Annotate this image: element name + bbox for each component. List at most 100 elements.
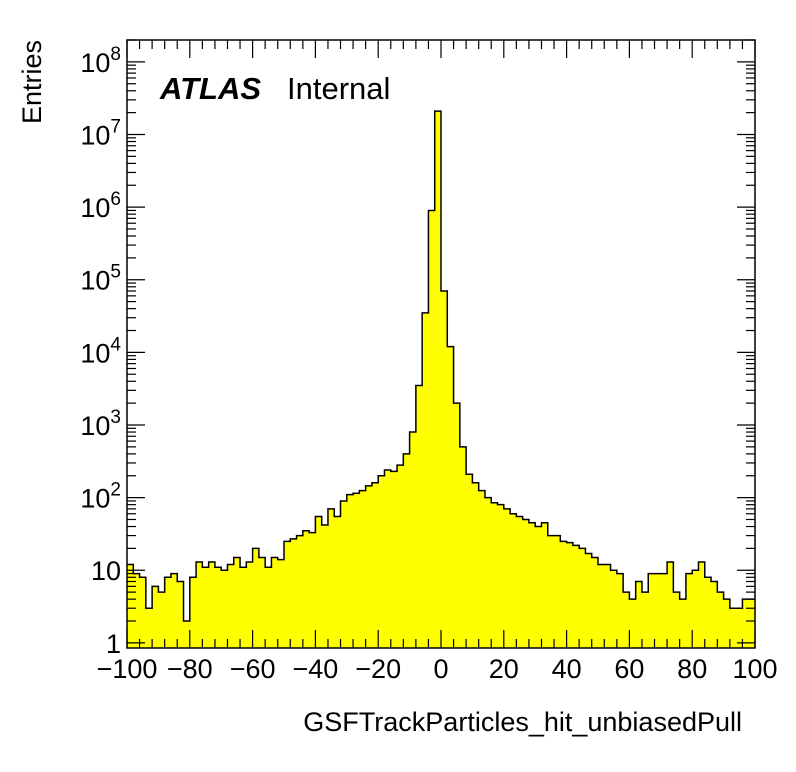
y-axis-title: Entries xyxy=(17,40,47,124)
histogram-bin xyxy=(353,493,360,648)
histogram-bin xyxy=(623,592,630,648)
histogram-bin xyxy=(434,111,442,648)
histogram-bin xyxy=(302,530,310,648)
histogram-bin xyxy=(189,577,197,648)
y-tick-label: 103 xyxy=(80,407,121,441)
x-tick-label: −80 xyxy=(167,654,213,684)
histogram-bin xyxy=(240,567,247,648)
histogram-bin xyxy=(641,592,649,648)
histogram-bin xyxy=(133,573,140,648)
y-tick-label: 105 xyxy=(80,262,121,296)
histogram-bin xyxy=(704,577,712,648)
histogram-bin xyxy=(208,561,216,648)
histogram-bin xyxy=(221,570,228,648)
histogram-bin xyxy=(516,516,524,648)
histogram-bin xyxy=(711,581,718,648)
histogram-bin xyxy=(164,577,172,648)
histogram-bin xyxy=(667,561,674,648)
histogram-bin xyxy=(698,561,706,648)
histogram-bin xyxy=(258,557,266,648)
histogram-bars xyxy=(127,111,756,649)
x-tick-label: −40 xyxy=(292,654,338,684)
histogram-bin xyxy=(742,599,750,648)
histogram-bin xyxy=(635,581,643,648)
x-tick-label: 60 xyxy=(614,654,644,684)
histogram-bin xyxy=(453,403,461,648)
histogram-bin xyxy=(472,482,480,648)
y-tick-label: 104 xyxy=(80,334,121,368)
y-tick-label: 107 xyxy=(80,116,121,150)
histogram-bin xyxy=(327,508,335,648)
histogram-bin xyxy=(679,599,687,648)
histogram-bin xyxy=(145,608,153,648)
histogram-bin xyxy=(560,541,567,648)
x-axis-title: GSFTrackParticles_hit_unbiasedPull xyxy=(303,707,742,737)
y-tick-labels: 1 10 102 103 104 105 106 107 108 xyxy=(80,44,121,659)
histogram-bin xyxy=(359,490,367,648)
histogram-bin xyxy=(729,608,737,648)
histogram-bin xyxy=(541,522,549,648)
plot-frame xyxy=(126,39,756,649)
histogram-bin xyxy=(748,599,756,648)
histogram-bin xyxy=(510,513,517,648)
histogram-bin xyxy=(648,573,655,648)
histogram-bin xyxy=(629,599,637,648)
histogram-bin xyxy=(334,516,341,648)
histogram-bin xyxy=(660,573,668,648)
histogram-bin xyxy=(265,567,272,648)
histogram-bin xyxy=(158,592,166,648)
histogram-bin xyxy=(378,475,385,648)
histogram-bin xyxy=(321,524,329,648)
histogram-bin xyxy=(214,567,222,648)
histogram-bin xyxy=(403,453,410,648)
histogram-bin xyxy=(610,570,618,648)
y-tick-label: 108 xyxy=(80,44,121,78)
histogram-bin xyxy=(572,545,580,648)
histogram-bin xyxy=(127,564,134,648)
histogram-bin xyxy=(177,581,184,648)
x-tick-label: 100 xyxy=(732,654,777,684)
histogram-bin xyxy=(478,490,486,648)
histogram-bin xyxy=(497,504,505,648)
x-tick-label: 40 xyxy=(552,654,582,684)
x-tick-label: −20 xyxy=(355,654,401,684)
histogram-bin xyxy=(284,541,291,648)
histogram-bin xyxy=(459,446,467,648)
atlas-label: ATLAS xyxy=(159,71,261,106)
histogram-bin xyxy=(170,573,178,648)
x-tick-labels: −100 −80 −60 −40 −20 0 20 40 60 80 100 xyxy=(97,654,778,684)
histogram-bin xyxy=(202,567,210,648)
histogram-bin xyxy=(397,465,404,648)
y-tick-label: 10 xyxy=(91,556,121,586)
histogram-bin xyxy=(340,500,348,648)
histogram-bin xyxy=(415,385,423,648)
histogram-bin xyxy=(528,522,536,648)
x-tick-label: −60 xyxy=(230,654,276,684)
histogram-bin xyxy=(246,561,253,648)
x-tick-label: 80 xyxy=(677,654,707,684)
histogram-bin xyxy=(447,346,454,648)
histogram-bin xyxy=(717,592,724,648)
histogram-bin xyxy=(252,548,260,648)
x-tick-label: 20 xyxy=(489,654,519,684)
histogram-bin xyxy=(309,532,316,648)
histogram-bin xyxy=(522,519,530,648)
histogram-bin xyxy=(371,482,379,648)
histogram-bin xyxy=(441,290,448,648)
histogram-bin xyxy=(585,553,593,648)
histogram-bin xyxy=(365,485,373,648)
y-tick-label: 102 xyxy=(80,480,121,514)
histogram-bin xyxy=(736,608,743,648)
histogram-bin xyxy=(271,557,279,648)
histogram-bin xyxy=(422,312,429,648)
histogram-bin xyxy=(503,508,511,648)
histogram-bin xyxy=(196,561,203,648)
histogram-bin xyxy=(152,586,159,648)
x-tick-label: −100 xyxy=(97,654,158,684)
histogram-bin xyxy=(535,526,542,648)
internal-label: Internal xyxy=(287,71,390,106)
y-tick-label: 106 xyxy=(80,189,121,223)
histogram-bin xyxy=(277,559,285,648)
histogram-bin xyxy=(547,535,555,648)
